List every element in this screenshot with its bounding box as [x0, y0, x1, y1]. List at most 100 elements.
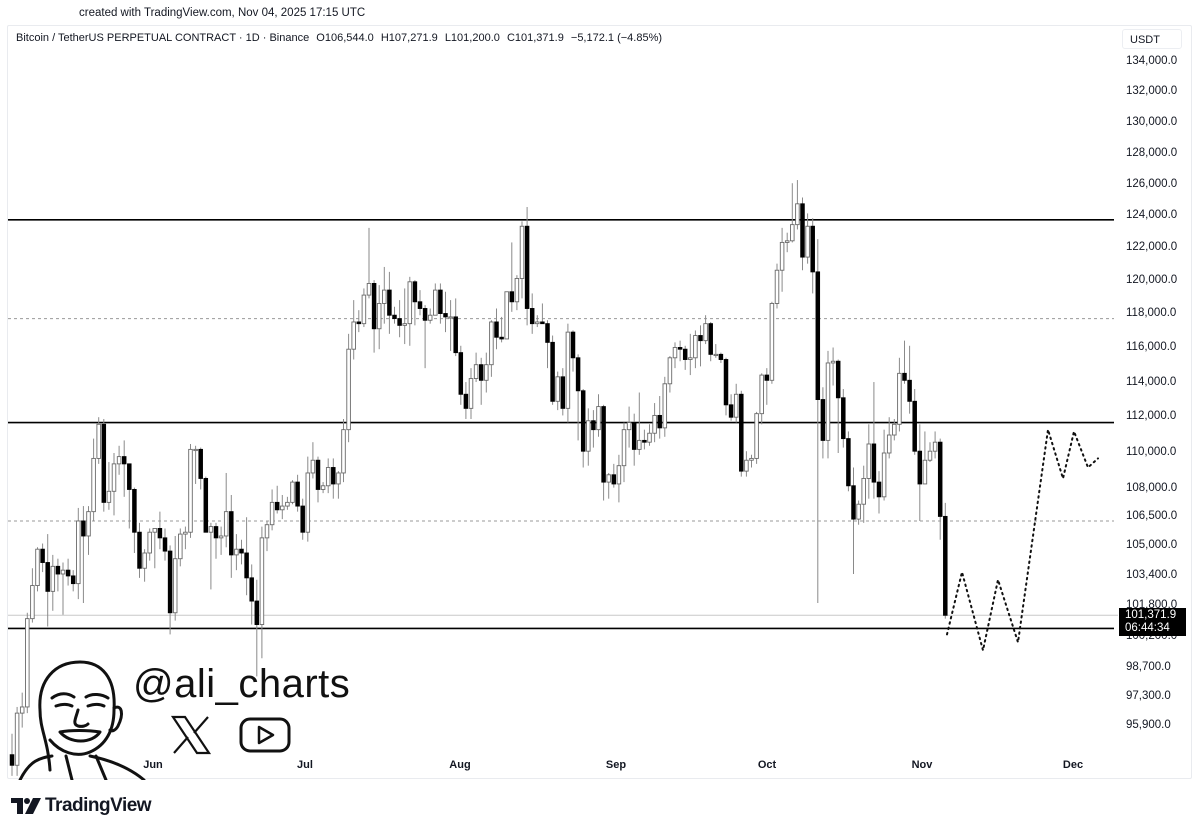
candle[interactable] [570, 330, 576, 372]
candle[interactable] [142, 549, 147, 582]
candle[interactable] [876, 471, 882, 514]
candle[interactable] [672, 342, 678, 369]
candle[interactable] [943, 502, 948, 619]
candle[interactable] [550, 335, 555, 405]
candle[interactable] [723, 357, 729, 416]
candle[interactable] [295, 474, 300, 512]
candle[interactable] [524, 207, 530, 326]
candle[interactable] [484, 352, 489, 393]
candle[interactable] [127, 463, 132, 529]
candle[interactable] [575, 354, 581, 441]
candle[interactable] [657, 396, 662, 439]
candle[interactable] [50, 554, 56, 611]
candle[interactable] [203, 476, 209, 533]
candle[interactable] [300, 498, 305, 540]
candle[interactable] [19, 692, 25, 728]
candle[interactable] [147, 528, 152, 561]
candle[interactable] [208, 522, 214, 590]
candle[interactable] [841, 389, 846, 448]
candle[interactable] [545, 320, 550, 369]
candle[interactable] [366, 227, 372, 299]
tradingview-logo[interactable]: TradingView [11, 795, 152, 817]
candle[interactable] [540, 303, 545, 325]
candle[interactable] [718, 352, 724, 363]
candle[interactable] [647, 424, 652, 446]
candle[interactable] [769, 301, 775, 384]
candle[interactable] [754, 411, 759, 464]
candle[interactable] [76, 507, 81, 600]
candle[interactable] [810, 218, 815, 294]
candle[interactable] [371, 280, 377, 353]
candle[interactable] [325, 458, 331, 494]
candle[interactable] [132, 487, 137, 553]
candle[interactable] [290, 480, 295, 505]
candle[interactable] [856, 500, 861, 525]
candle[interactable] [310, 442, 316, 479]
candle[interactable] [499, 316, 504, 343]
candle[interactable] [280, 494, 285, 520]
candle[interactable] [886, 417, 892, 459]
candle[interactable] [14, 706, 20, 776]
candle[interactable] [846, 431, 851, 492]
candle[interactable] [346, 333, 351, 443]
candle[interactable] [897, 357, 902, 432]
candle[interactable] [927, 442, 933, 463]
candle[interactable] [397, 300, 402, 338]
candle[interactable] [361, 288, 367, 328]
candle[interactable] [631, 413, 637, 466]
candle[interactable] [509, 242, 515, 312]
candle[interactable] [473, 352, 479, 383]
candle[interactable] [611, 463, 617, 488]
candle[interactable] [688, 333, 693, 376]
candle[interactable] [285, 496, 290, 510]
candle[interactable] [489, 320, 494, 377]
candle[interactable] [652, 403, 657, 443]
candle[interactable] [116, 445, 122, 475]
candle[interactable] [121, 440, 127, 497]
candle[interactable] [259, 526, 265, 659]
candle[interactable] [682, 345, 688, 370]
candle[interactable] [504, 291, 509, 340]
candle[interactable] [320, 482, 326, 494]
candle[interactable] [188, 443, 193, 538]
candle[interactable] [815, 239, 821, 604]
candle[interactable] [417, 290, 423, 316]
candle[interactable] [249, 564, 254, 625]
candle[interactable] [264, 520, 270, 552]
candle[interactable] [902, 340, 907, 384]
candle[interactable] [178, 528, 183, 567]
candle[interactable] [642, 429, 647, 450]
candle[interactable] [494, 308, 499, 350]
projection-dotted-line[interactable] [946, 428, 1099, 651]
candle[interactable] [616, 454, 622, 503]
candle[interactable] [733, 383, 739, 423]
candle[interactable] [81, 506, 86, 604]
candle[interactable] [70, 570, 76, 592]
candle[interactable] [9, 733, 15, 776]
chart-panel[interactable] [7, 25, 1192, 779]
candle[interactable] [606, 472, 611, 499]
candle[interactable] [305, 456, 311, 542]
candle[interactable] [254, 579, 260, 677]
candle[interactable] [907, 345, 912, 414]
candle[interactable] [412, 280, 418, 326]
candle[interactable] [871, 382, 877, 499]
candle[interactable] [45, 534, 50, 627]
candle[interactable] [341, 418, 346, 483]
candle[interactable] [744, 451, 749, 477]
candle[interactable] [422, 305, 428, 369]
candle[interactable] [565, 323, 571, 423]
candle[interactable] [779, 227, 785, 292]
currency-unit-button[interactable]: USDT [1122, 29, 1182, 49]
candle[interactable] [800, 197, 805, 271]
candle[interactable] [427, 308, 433, 324]
candle[interactable] [402, 288, 407, 345]
candle[interactable] [637, 392, 642, 455]
candle[interactable] [137, 522, 142, 578]
candle[interactable] [387, 271, 392, 334]
candle[interactable] [162, 528, 168, 561]
candle[interactable] [60, 562, 66, 615]
candle[interactable] [40, 543, 45, 573]
candle[interactable] [912, 389, 917, 455]
candle[interactable] [86, 506, 91, 555]
